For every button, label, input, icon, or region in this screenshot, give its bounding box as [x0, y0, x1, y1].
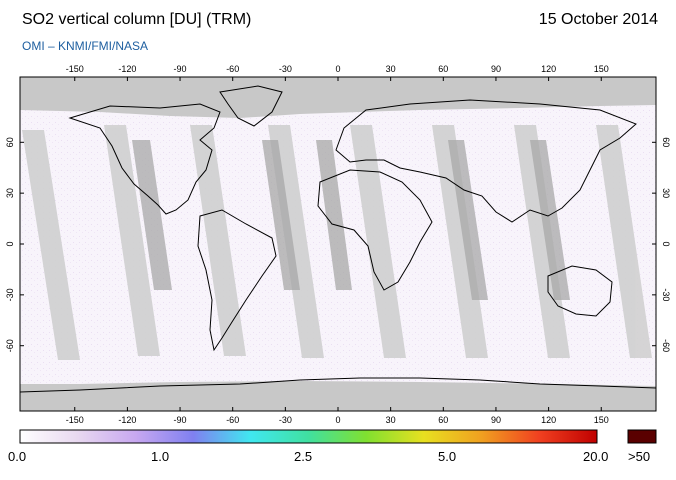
- lat-tick-right: -30: [661, 288, 671, 301]
- colorbar-label: 20.0: [583, 449, 609, 464]
- lon-tick-bottom: 90: [491, 415, 501, 425]
- antarctica: [20, 377, 656, 393]
- colorbar-label: 5.0: [438, 449, 457, 464]
- lon-tick-top: 60: [438, 64, 448, 74]
- lon-tick-top: 150: [594, 64, 609, 74]
- eurasia: [335, 99, 637, 223]
- lon-tick-bottom: -120: [118, 415, 136, 425]
- lat-tick-left: -30: [5, 288, 15, 301]
- map-title: SO2 vertical column [DU] (TRM): [22, 11, 252, 28]
- lon-tick-bottom: 150: [594, 415, 609, 425]
- lon-tick-top: 0: [335, 64, 340, 74]
- lat-tick-right: -60: [661, 339, 671, 352]
- lat-tick-right: 30: [661, 188, 671, 198]
- lon-tick-bottom: 60: [438, 415, 448, 425]
- lat-tick-right: 0: [661, 241, 671, 246]
- lat-tick-left: 0: [5, 241, 15, 246]
- colorbar-gradient: [19, 429, 598, 444]
- colorbar-label: 0.0: [8, 449, 27, 464]
- lon-tick-bottom: 30: [386, 415, 396, 425]
- australia: [547, 265, 613, 317]
- lon-tick-top: -150: [66, 64, 84, 74]
- map-date: 15 October 2014: [538, 11, 658, 28]
- colorbar-label: 2.5: [294, 449, 313, 464]
- south-polar-no-data: [20, 381, 656, 411]
- lat-tick-left: 30: [5, 188, 15, 198]
- north-america: [68, 103, 221, 215]
- lon-tick-bottom: -60: [226, 415, 239, 425]
- lon-tick-top: -60: [226, 64, 239, 74]
- swath-overlap-dark: [132, 140, 570, 300]
- lon-tick-bottom: -30: [279, 415, 292, 425]
- lon-tick-bottom: 0: [335, 415, 340, 425]
- lon-tick-top: 30: [386, 64, 396, 74]
- colorbar: [19, 429, 657, 444]
- lon-tick-top: -120: [118, 64, 136, 74]
- lat-tick-left: 60: [5, 137, 15, 147]
- lon-tick-top: 120: [541, 64, 556, 74]
- lon-tick-top: -90: [174, 64, 187, 74]
- colorbar-overflow-swatch: [627, 429, 657, 444]
- greenland: [219, 85, 283, 127]
- north-polar-no-data: [20, 77, 656, 118]
- map-axes: -150 -150 -120 -120 -90 -90 -60 -60 -30 -30 0 0 30 30…: [5, 64, 671, 425]
- lon-tick-bottom: 120: [541, 415, 556, 425]
- colorbar-label: 1.0: [151, 449, 170, 464]
- south-america: [197, 209, 277, 352]
- colorbar-label: >50: [628, 449, 651, 464]
- lat-tick-right: 60: [661, 137, 671, 147]
- coastlines: [20, 85, 656, 393]
- lat-tick-left: -60: [5, 339, 15, 352]
- lon-tick-bottom: -150: [66, 415, 84, 425]
- africa: [317, 169, 433, 291]
- lon-tick-top: -30: [279, 64, 292, 74]
- lon-tick-bottom: -90: [174, 415, 187, 425]
- data-credit: OMI – KNMI/FMI/NASA: [22, 39, 149, 53]
- lon-tick-top: 90: [491, 64, 501, 74]
